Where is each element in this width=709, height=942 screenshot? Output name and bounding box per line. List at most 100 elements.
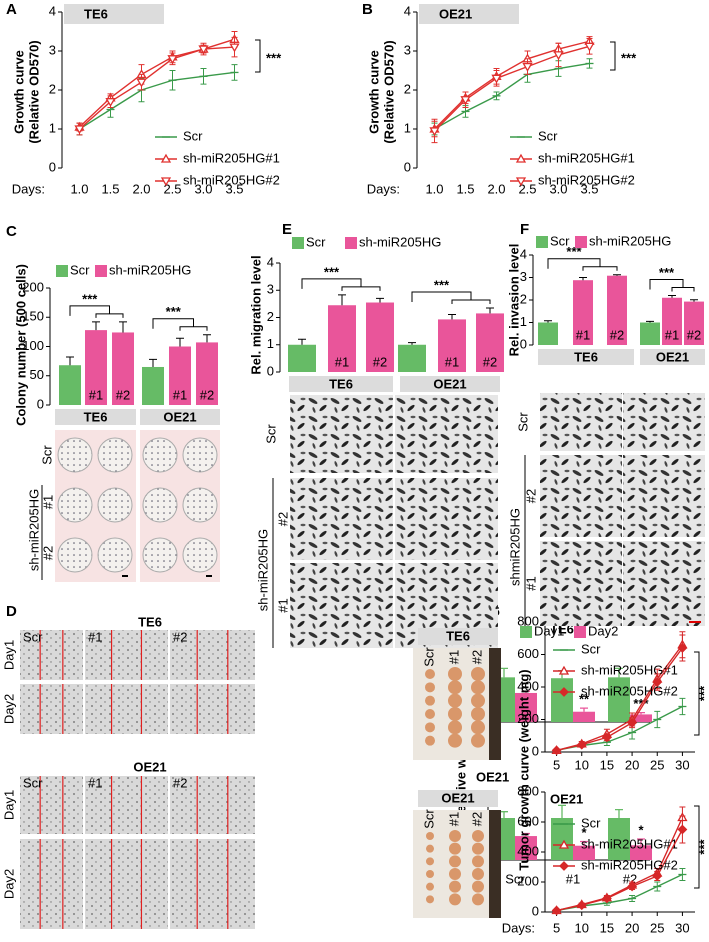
- error-bar: [408, 342, 416, 345]
- bar-label: #1: [445, 354, 459, 369]
- y-tick-label: 100: [22, 338, 44, 353]
- error-bar: [119, 321, 127, 333]
- dish: [182, 537, 218, 573]
- bar: [142, 366, 164, 405]
- error-bar: [615, 808, 623, 818]
- error-bar: [500, 667, 508, 678]
- bracket: [649, 279, 695, 292]
- tumor: [472, 893, 484, 906]
- legend-label: sh-miR205HG: [589, 233, 671, 248]
- bracket: [152, 318, 208, 331]
- image-panel: [623, 541, 705, 626]
- title-box: [64, 4, 164, 24]
- bar: [630, 714, 652, 722]
- x-tick-label: 20: [625, 757, 639, 772]
- tumor: [449, 868, 461, 880]
- group-label: TE6: [84, 409, 108, 424]
- legend-label: sh-miR205HG#2: [183, 172, 280, 187]
- image-title: OE21: [133, 759, 166, 774]
- image-row-label: #2: [523, 489, 538, 503]
- bar-label: #2: [483, 354, 497, 369]
- image-panel: [20, 776, 83, 834]
- image-panel: [540, 541, 622, 626]
- legend-label: Scr: [550, 233, 570, 248]
- x-tick-label: 2.0: [487, 181, 505, 196]
- marker: [429, 127, 440, 137]
- error-bar: [690, 299, 698, 302]
- error-bar: [486, 307, 494, 314]
- legend-label: Scr: [581, 641, 601, 656]
- x-tick-label: 15: [600, 920, 614, 935]
- y-tick-label: 2: [520, 291, 527, 306]
- bracket: [610, 41, 616, 71]
- chart-title: OE21: [439, 6, 472, 21]
- dish: [57, 487, 93, 523]
- marker: [515, 177, 527, 187]
- tumor: [471, 680, 485, 695]
- bar: [684, 301, 704, 345]
- bar-label: #2: [116, 387, 130, 402]
- x-tick-label: 30: [675, 757, 689, 772]
- marker: [627, 881, 638, 892]
- image-row-label: Day2: [1, 694, 16, 724]
- group-label: TE6: [574, 349, 598, 364]
- bar-label: #1: [89, 387, 103, 402]
- tumor: [449, 893, 461, 906]
- bar: [59, 365, 81, 405]
- legend-label: sh-miR205HG#1: [581, 662, 678, 677]
- bar: [85, 330, 107, 405]
- tumor: [425, 695, 435, 706]
- group-label: TE6: [329, 376, 353, 391]
- tumor: [472, 868, 484, 880]
- image-column-label: Scr: [23, 775, 43, 790]
- tumor: [448, 680, 462, 695]
- bar: [608, 818, 630, 860]
- image-column-label: #2: [173, 775, 187, 790]
- annotation: ***: [266, 50, 282, 65]
- bar: [169, 346, 191, 405]
- tumor: [472, 855, 484, 868]
- x-tick-label: 1.5: [101, 181, 119, 196]
- x-tick-label: 2.5: [163, 181, 181, 196]
- image-column-label: #2: [469, 650, 484, 664]
- tumor: [426, 832, 434, 840]
- bar: [608, 677, 630, 722]
- image-column-label: #1: [446, 650, 461, 664]
- y-tick-label: 800: [517, 783, 539, 798]
- image-panel: [85, 776, 168, 834]
- bar: [573, 845, 595, 860]
- legend-swatch: [520, 626, 532, 638]
- bar: [328, 305, 356, 372]
- chart-title: TE6: [84, 6, 108, 21]
- dish: [57, 537, 93, 573]
- bar: [398, 344, 426, 372]
- legend-label: sh-miR205HG#1: [581, 836, 678, 851]
- legend-swatch: [56, 265, 68, 277]
- image-row-label: sh-miR205HG: [255, 529, 270, 611]
- group-label: OE21: [656, 349, 689, 364]
- y-tick-label: 400: [517, 678, 539, 693]
- y-tick-label: 0: [49, 159, 56, 174]
- image-panel: [290, 563, 393, 648]
- group-box: [400, 376, 500, 392]
- ruler: [489, 648, 501, 760]
- y-axis-label: Tumor growth curve (weight mg): [516, 669, 531, 870]
- bar: [196, 342, 218, 405]
- legend-label: Scr: [306, 234, 326, 249]
- x-tick-label: 5: [553, 920, 560, 935]
- y-tick-label: 200: [22, 279, 44, 294]
- y-tick-label: 0: [267, 363, 274, 378]
- group-label: OE21: [433, 376, 466, 391]
- marker: [167, 55, 178, 65]
- tumor: [472, 880, 484, 893]
- marker: [559, 687, 569, 697]
- error-bar: [338, 294, 346, 306]
- legend-label: Scr: [183, 128, 203, 143]
- bar-label: #2: [373, 354, 387, 369]
- y-tick-label: 1: [520, 314, 527, 329]
- y-tick-label: 0: [520, 336, 527, 351]
- bar: [573, 280, 593, 345]
- panel-letter: F: [520, 221, 529, 238]
- image-panel: [170, 684, 255, 734]
- x-tick-label: 15: [600, 757, 614, 772]
